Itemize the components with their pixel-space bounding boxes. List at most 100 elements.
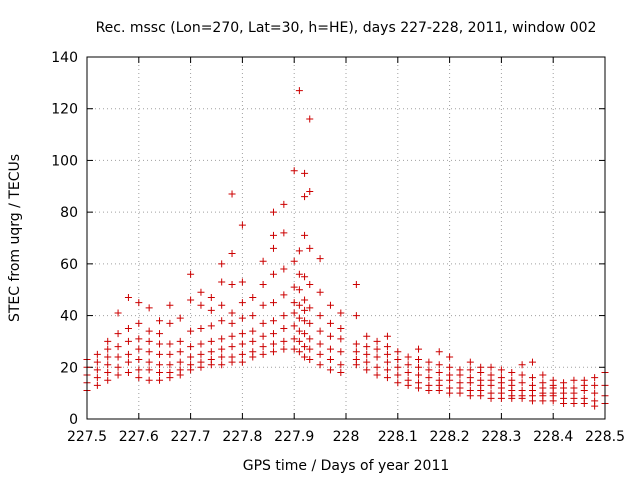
data-point [124,293,132,301]
data-point [477,376,485,384]
data-point [363,350,371,358]
plot-frame [86,56,606,420]
data-point [218,353,226,361]
data-point [228,332,236,340]
data-point [93,374,101,382]
data-point [466,358,474,366]
data-point [187,327,195,335]
data-point [591,389,599,397]
data-point [207,293,215,301]
data-point [301,343,309,351]
data-point [295,337,303,345]
data-point [363,358,371,366]
data-point [156,340,164,348]
data-point [166,301,174,309]
data-point [497,374,505,382]
data-point [373,337,381,345]
data-point [207,356,215,364]
data-point [326,301,334,309]
data-point [176,366,184,374]
data-point [337,335,345,343]
data-point [228,319,236,327]
data-point [337,309,345,317]
data-point [259,301,267,309]
data-point [104,368,112,376]
data-point [580,394,588,402]
data-point [508,368,516,376]
axis-ticks: 0 20 40 60 80 100 120 140 227.5 227.6 227.7 227.8 22… [51,50,625,445]
data-point [176,314,184,322]
data-point [316,327,324,335]
data-point [290,283,298,291]
data-point [249,337,257,345]
data-point [114,343,122,351]
data-point [383,366,391,374]
data-point [290,257,298,265]
data-point [326,345,334,353]
data-point [301,317,309,325]
data-point [135,335,143,343]
data-point [238,299,246,307]
data-point [394,371,402,379]
data-point [238,314,246,322]
data-point [295,314,303,322]
data-point [290,322,298,330]
data-point [218,278,226,286]
y-tick-label: 80 [60,205,78,221]
y-tick-label: 140 [51,50,78,66]
data-point [269,208,277,216]
data-point [497,366,505,374]
data-point [228,353,236,361]
data-point [259,350,267,358]
x-tick-label: 228 [333,429,360,445]
data-point [306,187,314,195]
x-tick-label: 227.7 [171,429,211,445]
data-point [487,363,495,371]
data-point [306,319,314,327]
data-point [446,384,454,392]
data-point [591,381,599,389]
data-point [528,358,536,366]
data-point [104,353,112,361]
data-point [295,301,303,309]
data-point [295,286,303,294]
x-tick-label: 228.1 [378,429,418,445]
data-point [197,340,205,348]
data-point [238,221,246,229]
data-point [228,309,236,317]
data-point [352,340,360,348]
data-point [145,327,153,335]
data-point [207,348,215,356]
data-point [528,374,536,382]
data-point [93,350,101,358]
data-point [404,361,412,369]
grid-lines [87,57,605,419]
data-point [363,332,371,340]
data-point [124,350,132,358]
data-point [301,330,309,338]
data-point [218,361,226,369]
data-point [425,374,433,382]
data-point [518,387,526,395]
data-point [135,366,143,374]
data-point [166,368,174,376]
data-point [316,312,324,320]
data-point [259,281,267,289]
data-point [114,353,122,361]
data-point [249,348,257,356]
data-point [218,301,226,309]
data-point [218,317,226,325]
data-point [580,376,588,384]
data-point [124,368,132,376]
data-point [446,363,454,371]
data-point [425,358,433,366]
data-point [290,299,298,307]
data-point [135,299,143,307]
data-point [383,358,391,366]
data-point [166,361,174,369]
data-point [197,358,205,366]
data-point [352,281,360,289]
data-point [104,337,112,345]
data-point [228,281,236,289]
x-tick-label: 228.3 [481,429,521,445]
